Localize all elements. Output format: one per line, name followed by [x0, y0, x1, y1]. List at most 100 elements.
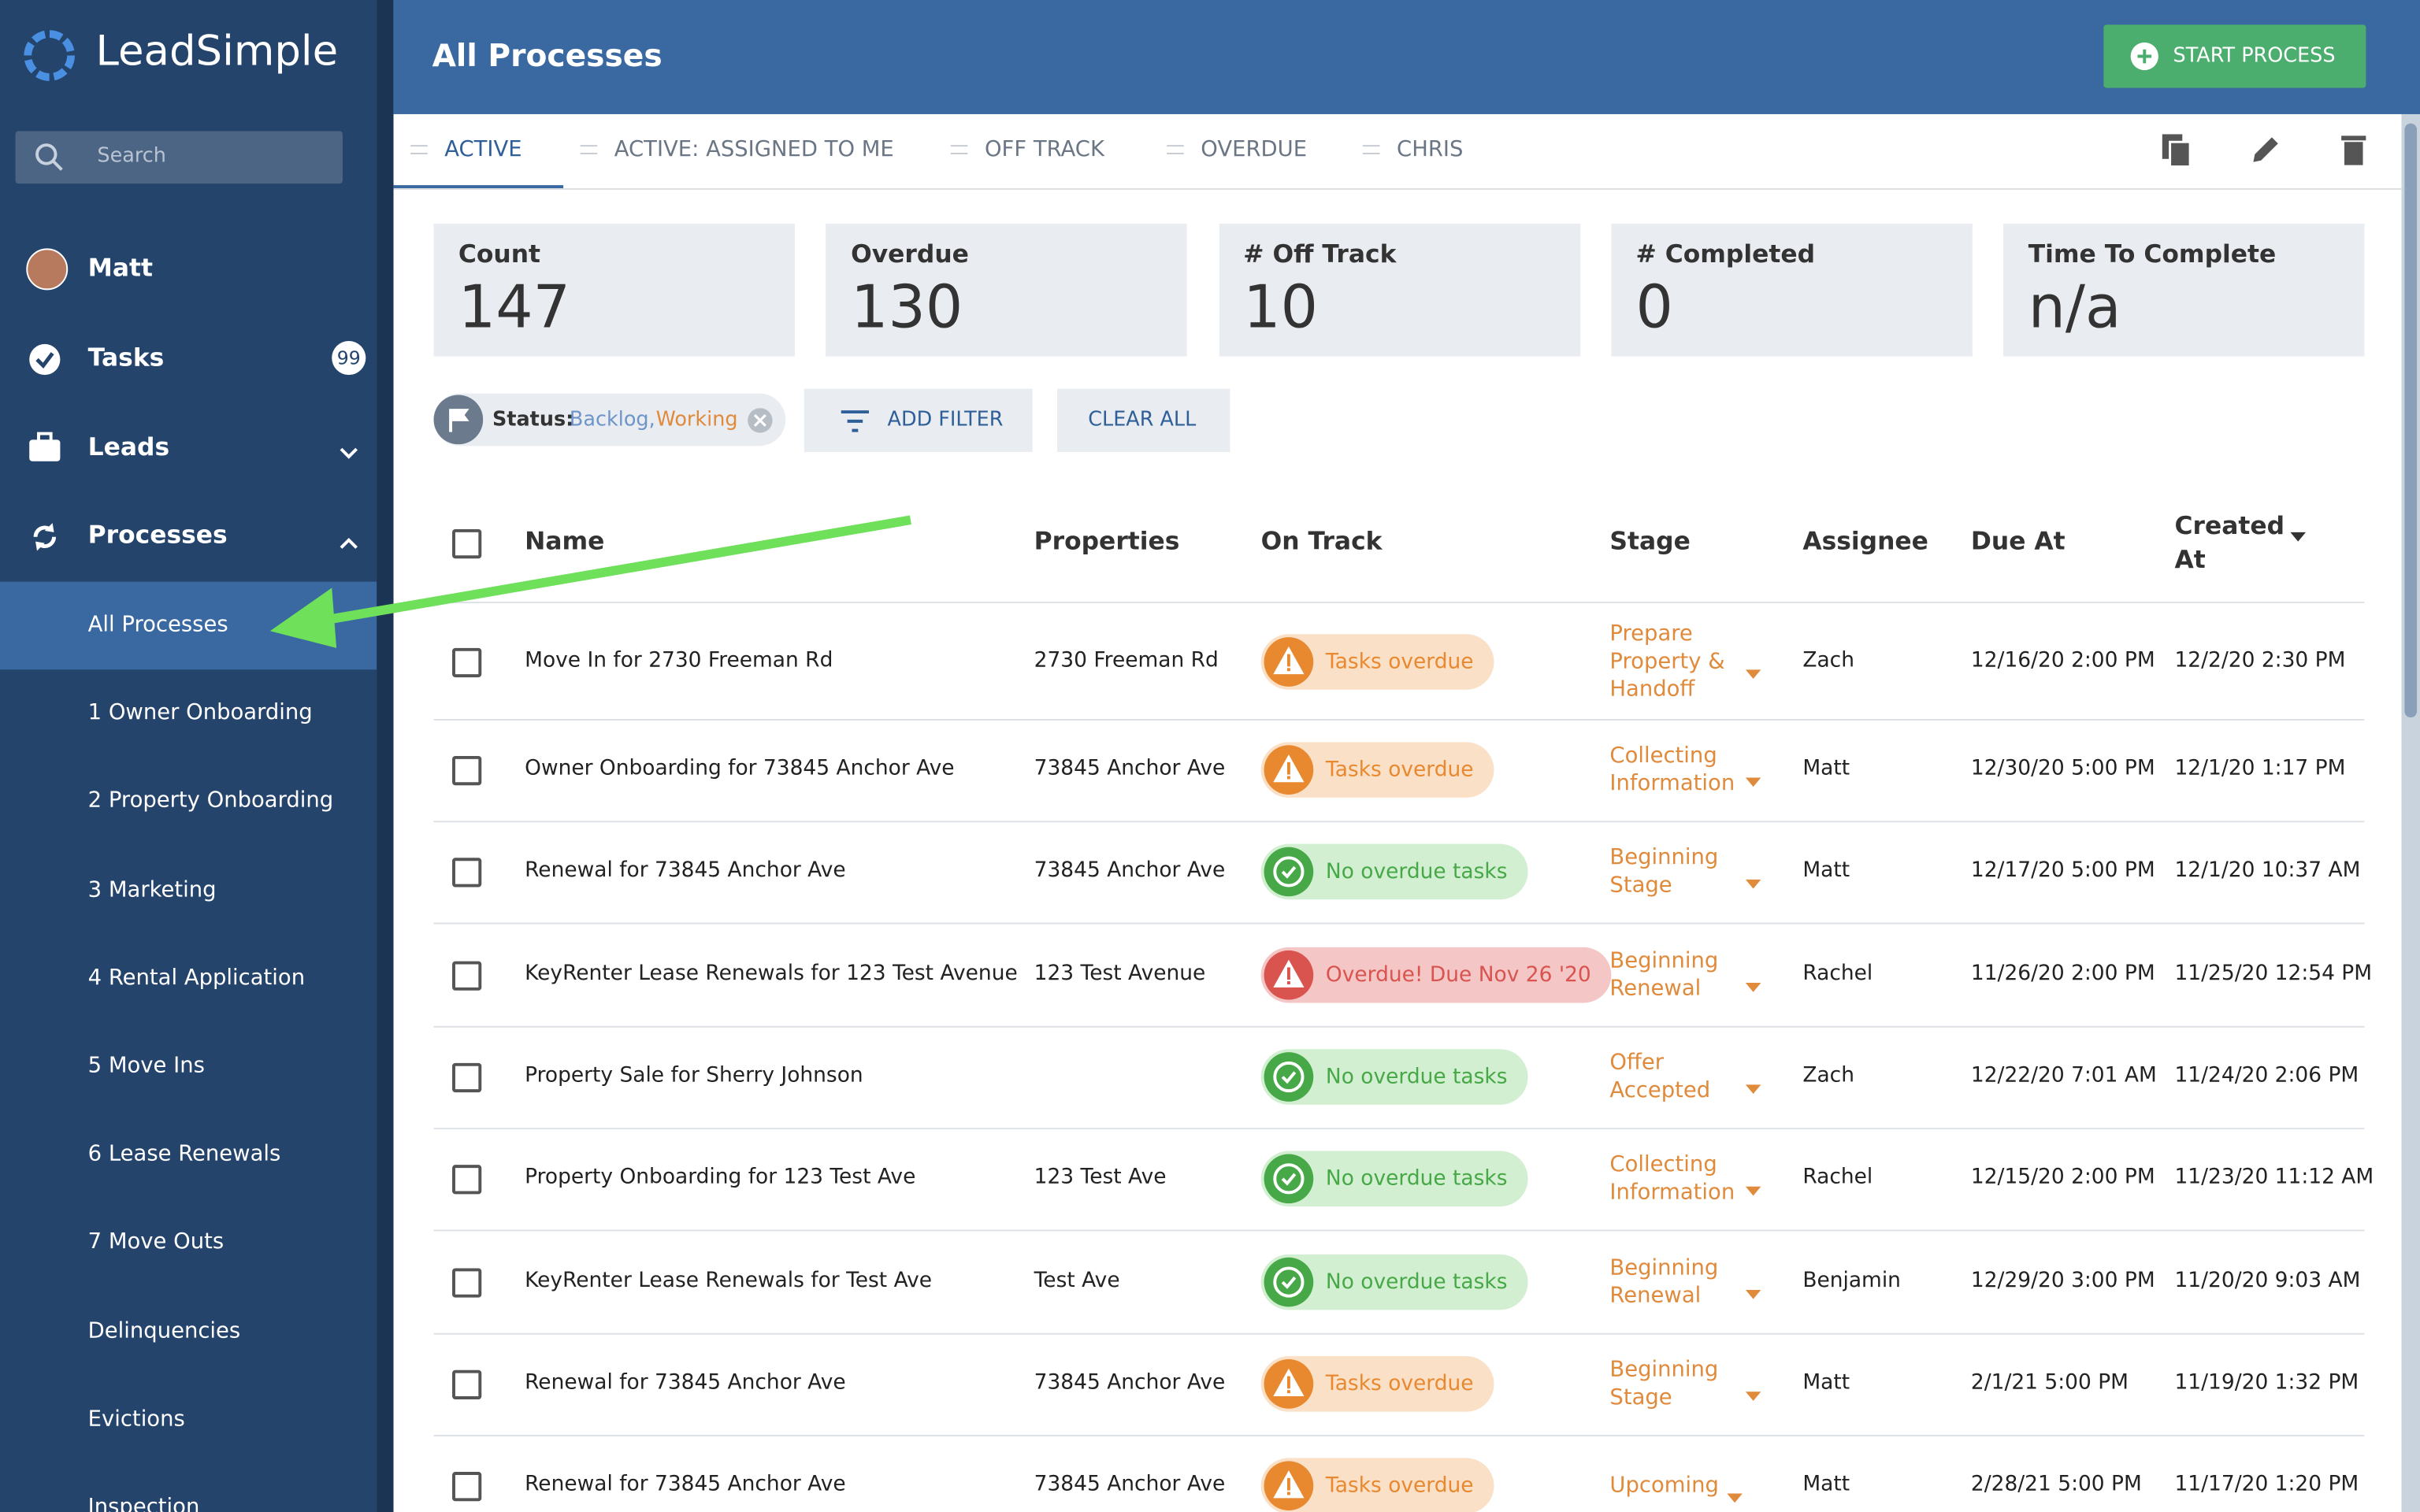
due-at: 2/28/21 5:00 PM: [1970, 1472, 2142, 1497]
row-checkbox[interactable]: [452, 1369, 482, 1399]
row-checkbox[interactable]: [452, 1472, 482, 1502]
row-checkbox[interactable]: [452, 647, 482, 677]
stage[interactable]: Beginning Renewal: [1609, 947, 1719, 1001]
stat-label: # Completed: [1635, 239, 1816, 269]
stage[interactable]: Collecting Information: [1609, 743, 1735, 796]
status-icon-glyph: [1264, 949, 1314, 999]
tab[interactable]: OFF TRACK: [984, 137, 1104, 162]
created-at: 12/1/20 1:17 PM: [2174, 755, 2346, 781]
row-checkbox[interactable]: [452, 755, 482, 786]
scrollbar[interactable]: [2404, 123, 2418, 718]
leads-chevron: [338, 438, 359, 459]
created-at: 11/25/20 12:54 PM: [2174, 960, 2373, 985]
logo-glyph: [24, 30, 76, 81]
stat-card: # Off Track 10: [1218, 224, 1580, 357]
subnav-item[interactable]: 5 Move Ins: [87, 1054, 205, 1079]
subnav-item[interactable]: 7 Move Outs: [87, 1230, 225, 1255]
status-filter-chip[interactable]: Status: Backlog, Working: [433, 393, 786, 447]
subnav-item[interactable]: All Processes: [87, 612, 228, 638]
subnav-item[interactable]: 3 Marketing: [87, 876, 217, 902]
assignee: Matt: [1802, 1369, 1850, 1395]
column-header[interactable]: Name: [525, 526, 605, 556]
stage[interactable]: Prepare Property & Handoff: [1609, 621, 1725, 702]
on-track-label: Tasks overdue: [1325, 757, 1474, 783]
row-checkbox[interactable]: [452, 1165, 482, 1195]
row-checkbox[interactable]: [452, 1267, 482, 1297]
subnav-item[interactable]: Delinquencies: [87, 1318, 241, 1343]
subnav-item[interactable]: Inspection: [87, 1495, 200, 1512]
status-icon: [1263, 846, 1316, 899]
created-at: 11/17/20 1:20 PM: [2174, 1472, 2359, 1497]
nav-item[interactable]: Tasks: [87, 342, 165, 372]
created-at: 12/1/20 10:37 AM: [2174, 858, 2361, 883]
add-filter-button[interactable]: ADD FILTER: [804, 388, 1033, 453]
stat-label: Count: [458, 239, 541, 269]
status-value: Backlog,: [569, 409, 655, 432]
column-header[interactable]: Properties: [1034, 526, 1180, 556]
stat-label: Time To Complete: [2028, 239, 2277, 269]
on-track-label: No overdue tasks: [1325, 859, 1508, 884]
stat-value: 10: [1243, 272, 1319, 341]
column-header[interactable]: Created At: [2174, 510, 2285, 574]
user-name[interactable]: Matt: [87, 253, 153, 283]
process-name[interactable]: Renewal for 73845 Anchor Ave: [525, 858, 846, 883]
process-name[interactable]: Move In for 2730 Freeman Rd: [525, 647, 833, 673]
column-header[interactable]: Stage: [1609, 526, 1691, 556]
row-checkbox[interactable]: [452, 858, 482, 888]
row-checkbox[interactable]: [452, 528, 482, 559]
flag-icon: [433, 395, 484, 445]
stage-caret: [1745, 1277, 1761, 1299]
subnav-item[interactable]: Evictions: [87, 1406, 185, 1432]
stage[interactable]: Offer Accepted: [1609, 1051, 1711, 1103]
tab[interactable]: CHRIS: [1397, 137, 1464, 162]
column-header[interactable]: Assignee: [1802, 526, 1928, 556]
process-name[interactable]: Property Sale for Sherry Johnson: [525, 1062, 863, 1088]
nav-item[interactable]: Leads: [87, 432, 170, 461]
property: 123 Test Ave: [1034, 1165, 1167, 1190]
start-process-button[interactable]: START PROCESS: [2103, 24, 2366, 88]
row-checkbox[interactable]: [452, 960, 482, 990]
stage[interactable]: Upcoming: [1609, 1473, 1719, 1499]
process-name[interactable]: Owner Onboarding for 73845 Anchor Ave: [525, 755, 955, 781]
process-name[interactable]: Renewal for 73845 Anchor Ave: [525, 1369, 846, 1395]
stat-card: Overdue 130: [826, 224, 1188, 357]
status-icon-glyph: [1264, 636, 1314, 686]
process-name[interactable]: KeyRenter Lease Renewals for Test Ave: [525, 1267, 933, 1292]
tasks-icon: [28, 343, 61, 376]
tab-handle: [1362, 145, 1380, 154]
status-icon-glyph: [1264, 1052, 1314, 1102]
stage[interactable]: Beginning Stage: [1609, 1358, 1719, 1410]
tab[interactable]: ACTIVE: [444, 137, 522, 162]
stat-value: 0: [1635, 272, 1673, 341]
clear-all-button[interactable]: CLEAR ALL: [1057, 388, 1230, 453]
assignee: Zach: [1802, 1062, 1854, 1088]
on-track-pill: No overdue tasks: [1260, 1151, 1528, 1207]
stat-card: Count 147: [433, 224, 795, 357]
subnav-item[interactable]: 2 Property Onboarding: [87, 788, 334, 814]
process-name[interactable]: Property Onboarding for 123 Test Ave: [525, 1165, 916, 1190]
nav-item[interactable]: Processes: [87, 520, 228, 550]
subnav-item[interactable]: 4 Rental Application: [87, 965, 306, 991]
subnav-item[interactable]: 6 Lease Renewals: [87, 1142, 281, 1167]
tab-handle: [410, 145, 428, 154]
due-at: 11/26/20 2:00 PM: [1970, 960, 2155, 985]
plus-icon-glyph: [2130, 42, 2158, 71]
status-icon: [1263, 743, 1316, 796]
row-checkbox[interactable]: [452, 1062, 482, 1093]
stage[interactable]: Collecting Information: [1609, 1152, 1735, 1206]
stage[interactable]: Beginning Stage: [1609, 845, 1719, 899]
stage[interactable]: Beginning Renewal: [1609, 1254, 1719, 1308]
tab[interactable]: ACTIVE: ASSIGNED TO ME: [614, 137, 894, 162]
process-name[interactable]: KeyRenter Lease Renewals for 123 Test Av…: [525, 960, 1018, 985]
stage-caret: [1745, 765, 1761, 788]
property: 73845 Anchor Ave: [1034, 858, 1226, 883]
tab[interactable]: OVERDUE: [1201, 137, 1308, 162]
subnav-item[interactable]: 1 Owner Onboarding: [87, 700, 313, 726]
search-box[interactable]: Search: [15, 131, 343, 184]
brand: LeadSimple: [95, 28, 339, 76]
column-header[interactable]: Due At: [1970, 526, 2066, 556]
processes-chevron-glyph: [340, 537, 358, 549]
process-name[interactable]: Renewal for 73845 Anchor Ave: [525, 1472, 846, 1497]
on-track-pill: Tasks overdue: [1260, 742, 1494, 798]
row-divider: [433, 1128, 2365, 1130]
